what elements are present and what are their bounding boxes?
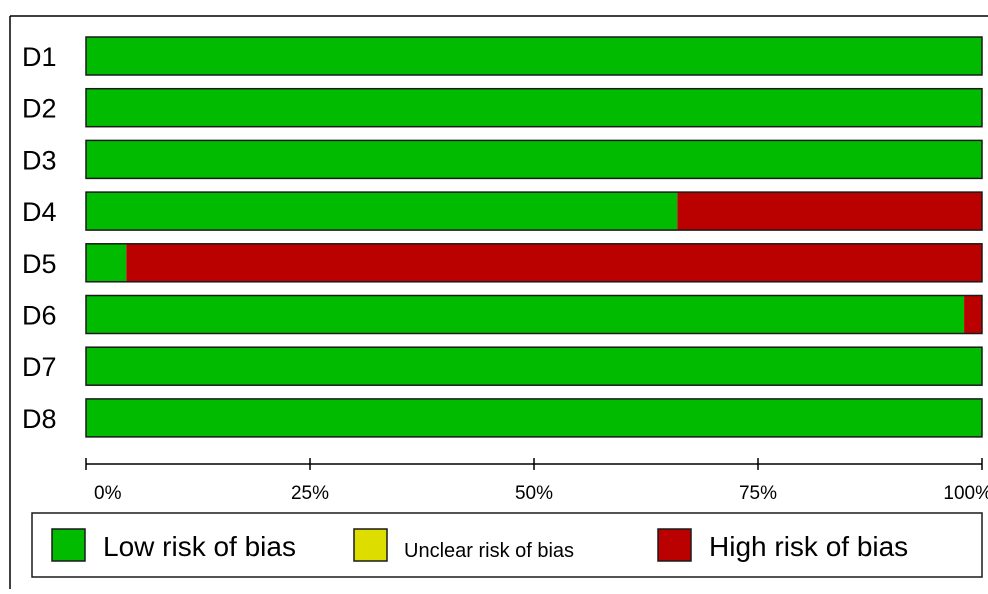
category-label-d4: D4 [22, 197, 57, 227]
category-label-d5: D5 [22, 249, 57, 279]
legend-low-risk-of-bias-swatch [52, 529, 85, 561]
x-tick-label-2: 50% [515, 483, 553, 504]
legend: Low risk of bias Unclear risk of bias High… [32, 513, 982, 577]
bar-d1-low-risk-of-bias [86, 37, 982, 75]
category-label-d2: D2 [22, 94, 57, 124]
bar-d2-low-risk-of-bias [86, 89, 982, 127]
bar-d6-low-risk-of-bias [86, 296, 964, 334]
bar-d4-low-risk-of-bias [86, 192, 677, 230]
x-tick-label-1: 25% [291, 483, 329, 504]
bar-d4-high-risk-of-bias [677, 192, 982, 230]
category-label-d6: D6 [22, 301, 57, 331]
legend-low-risk-of-bias-label: Low risk of bias [103, 531, 296, 562]
bar-d3-low-risk-of-bias [86, 140, 982, 178]
category-label-d1: D1 [22, 42, 57, 72]
category-label-d7: D7 [22, 352, 57, 382]
x-tick-label-3: 75% [739, 483, 777, 504]
legend-unclear-risk-of-bias-label: Unclear risk of bias [404, 540, 574, 562]
x-axis: 0% 25% 50% 75% 100% [86, 458, 988, 504]
legend-unclear-risk-of-bias-swatch [354, 529, 387, 561]
bar-d6-high-risk-of-bias [964, 296, 982, 334]
legend-high-risk-of-bias-label: High risk of bias [709, 531, 908, 562]
legend-high-risk-of-bias-swatch [658, 529, 691, 561]
bar-d5-high-risk-of-bias [126, 244, 982, 282]
bar-d8-low-risk-of-bias [86, 399, 982, 437]
bar-d5-low-risk-of-bias [86, 244, 126, 282]
category-label-d3: D3 [22, 145, 57, 175]
x-tick-label-0: 0% [94, 483, 122, 504]
bar-d7-low-risk-of-bias [86, 347, 982, 385]
category-labels: D1 D2 D3 D4 D5 D6 D7 D8 [22, 42, 57, 434]
x-tick-label-4: 100% [943, 483, 988, 504]
category-label-d8: D8 [22, 404, 57, 434]
bar-area [86, 37, 982, 437]
